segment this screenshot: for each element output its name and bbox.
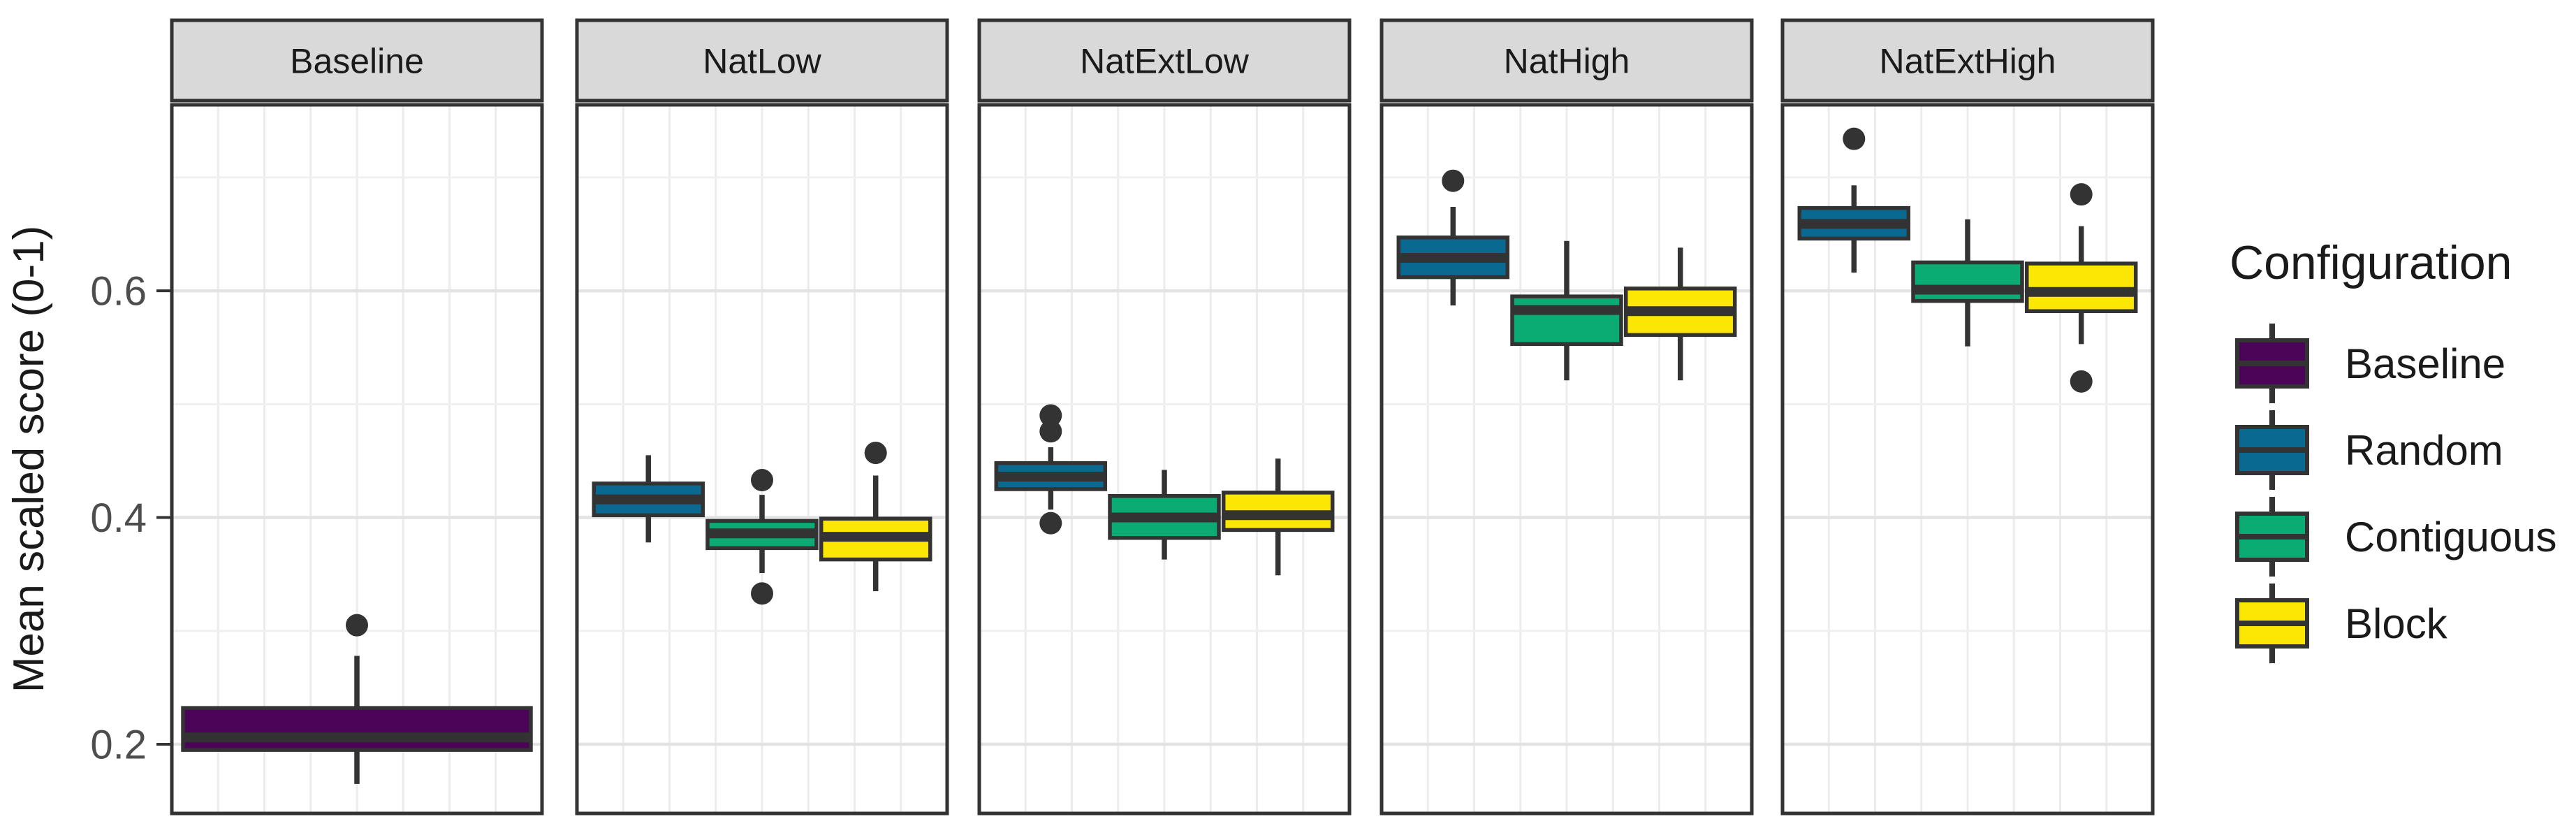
legend-entry-contiguous: Contiguous <box>2235 497 2557 577</box>
boxplot-block <box>1623 247 1737 381</box>
boxplot-contiguous <box>1510 240 1623 381</box>
outlier-point <box>1843 127 1866 150</box>
facet-strip <box>977 18 1352 103</box>
boxplot-random <box>994 404 1108 535</box>
y-tick-label: 0.2 <box>90 722 147 767</box>
legend-label: Baseline <box>2345 340 2505 387</box>
outlier-point <box>751 582 773 605</box>
facet-strip <box>575 18 949 103</box>
facet-NatLow: NatLow <box>575 18 949 816</box>
boxplot-contiguous <box>1108 470 1221 560</box>
facet-NatExtLow: NatExtLow <box>977 18 1352 816</box>
outlier-point <box>1039 512 1062 535</box>
outlier-point <box>1039 404 1062 427</box>
facet-strip <box>1780 18 2155 103</box>
facet-strip-label: NatLow <box>703 42 821 81</box>
legend-label: Random <box>2345 427 2503 474</box>
legend: Configuration Baseline Random Contiguous Blo… <box>2230 236 2557 663</box>
outlier-point <box>1442 169 1465 192</box>
outlier-point <box>2070 370 2093 393</box>
facet-strip-label: Baseline <box>290 42 424 81</box>
facet-NatHigh: NatHigh <box>1380 18 1754 816</box>
y-tick-label: 0.4 <box>90 495 147 541</box>
legend-label: Contiguous <box>2345 514 2557 560</box>
y-tick-label: 0.6 <box>90 268 147 314</box>
panel-border <box>575 103 949 816</box>
panel-border <box>1380 103 1754 816</box>
iqr-box <box>1911 260 2024 303</box>
boxplot-block <box>2024 183 2138 393</box>
outlier-point <box>751 469 773 492</box>
facet-strip <box>1380 18 1754 103</box>
y-axis-title: Mean scaled score (0-1) <box>5 226 53 693</box>
facet-strip-label: NatExtHigh <box>1880 42 2056 81</box>
boxplot-random <box>1797 127 1911 273</box>
boxplot-random <box>592 455 705 543</box>
panel-border <box>170 103 544 816</box>
legend-title: Configuration <box>2230 236 2512 289</box>
legend-entry-block: Block <box>2235 584 2448 663</box>
outlier-point <box>346 614 368 637</box>
facet-NatExtHigh: NatExtHigh <box>1780 18 2155 816</box>
facet-strip <box>170 18 544 103</box>
boxplot-block <box>819 442 932 592</box>
facet-strip-label: NatHigh <box>1504 42 1630 81</box>
iqr-box <box>1510 294 1623 347</box>
legend-label: Block <box>2345 600 2448 647</box>
iqr-box <box>181 706 533 752</box>
boxplot-random <box>1396 169 1510 306</box>
outlier-point <box>2070 183 2093 206</box>
panel-border <box>1780 103 2155 816</box>
legend-entry-random: Random <box>2235 410 2503 490</box>
boxplot-block <box>1221 458 1335 576</box>
legend-entry-baseline: Baseline <box>2235 324 2505 403</box>
panel-border <box>977 103 1352 816</box>
outlier-point <box>1039 420 1062 443</box>
facet-Baseline: Baseline <box>170 18 544 816</box>
boxplot-contiguous <box>1911 219 2024 347</box>
facet-strip-label: NatExtLow <box>1080 42 1250 81</box>
boxplot-contiguous <box>705 469 819 605</box>
boxplot-baseline <box>181 614 533 784</box>
outlier-point <box>864 442 887 465</box>
